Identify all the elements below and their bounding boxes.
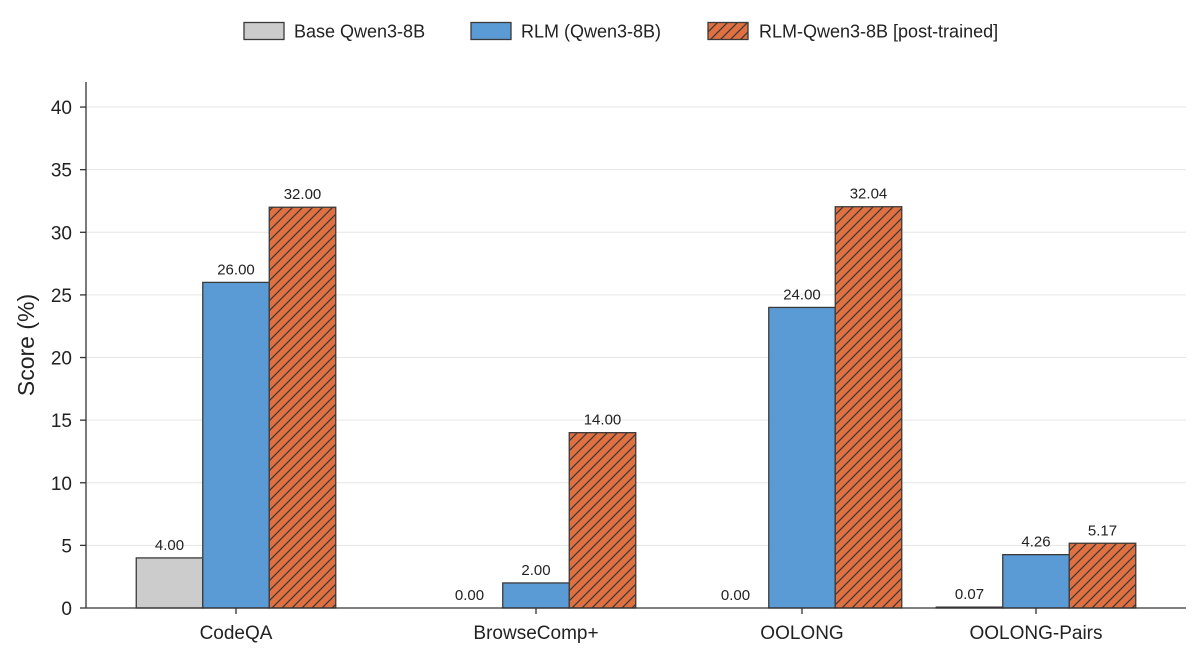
bars [135,206,1137,609]
y-tick-label: 20 [51,349,72,370]
bar-value-label: 4.26 [1021,534,1050,551]
legend-label: RLM (Qwen3-8B) [521,22,661,42]
y-tick-label: 15 [51,411,72,432]
y-axis-title: Score (%) [13,294,39,396]
legend-label: Base Qwen3-8B [294,22,425,42]
bar-2-oolong-pairs [1002,553,1070,609]
y-tick-label: 0 [61,599,72,620]
y-tick-label: 5 [61,536,72,557]
x-tick-label: OOLONG [760,623,843,644]
bar-value-label: 32.04 [850,186,888,203]
bar-value-label: 24.00 [783,286,821,303]
legend-label: RLM-Qwen3-8B [post-trained] [759,22,998,42]
bar-2-browsecomp- [502,582,570,609]
x-tick-label: OOLONG-Pairs [969,623,1102,644]
y-tick-label: 30 [51,223,72,244]
axes: 0 5 10 15 20 25 30 35 40 CodeQA BrowseComp+ OOLONG O… [13,82,1186,644]
legend-swatch [707,21,749,41]
legend-swatch [243,21,285,41]
bar-value-label: 0.07 [955,586,984,603]
bar-value-label: 2.00 [521,562,550,579]
y-tick-label: 25 [51,286,72,307]
y-tick-label: 10 [51,474,72,495]
bar-3-browsecomp- [568,432,637,609]
x-tick-label: BrowseComp+ [473,623,598,644]
y-tick-label: 35 [51,161,72,182]
legend: Base Qwen3-8B RLM (Qwen3-8B) RLM-Qwen3-8B … [243,21,998,42]
bar-value-label: 0.00 [721,587,750,604]
bar-value-label: 0.00 [455,587,484,604]
bar-2-codeqa [202,281,270,609]
data-labels: 4.00 26.00 32.00 0.00 2.00 14.00 0.00 24.00 32.0… [155,186,1117,604]
bar-3-oolong-pairs [1068,542,1137,609]
bar-value-label: 5.17 [1088,522,1117,539]
bar-value-label: 32.00 [284,186,322,203]
bar-value-label: 14.00 [584,412,622,429]
bar-1-codeqa [135,557,204,609]
bar-value-label: 26.00 [217,261,255,278]
bar-value-label: 4.00 [155,537,184,554]
bar-2-oolong [768,306,836,609]
y-tick-label: 40 [51,98,72,119]
legend-swatch [470,21,512,41]
bar-3-codeqa [268,206,337,609]
x-tick-label: CodeQA [200,623,273,644]
bar-3-oolong [834,206,903,609]
